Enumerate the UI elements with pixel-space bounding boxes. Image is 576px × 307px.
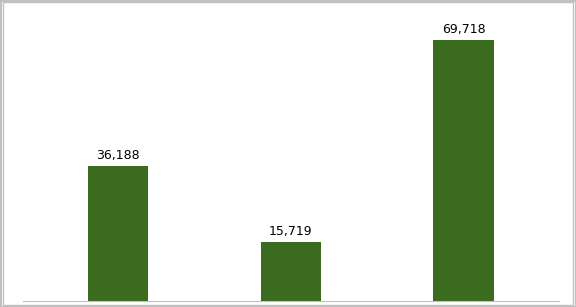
Text: 69,718: 69,718 — [442, 23, 486, 37]
Bar — [88, 165, 149, 301]
Bar — [434, 40, 494, 301]
Text: 15,719: 15,719 — [269, 225, 313, 238]
Text: 36,188: 36,188 — [96, 149, 140, 162]
Bar — [261, 242, 321, 301]
